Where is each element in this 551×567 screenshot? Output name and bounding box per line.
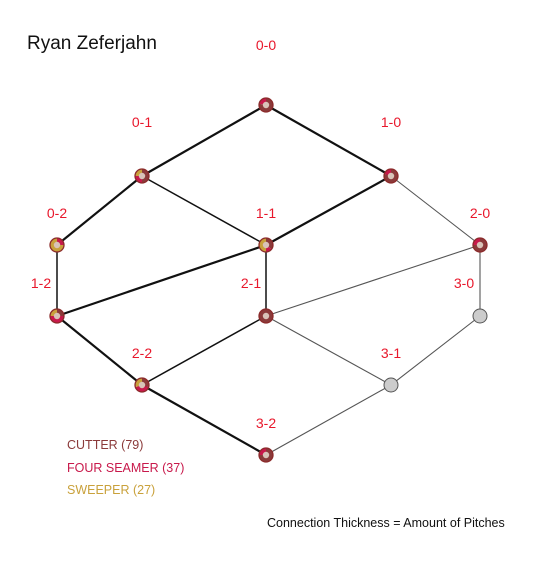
connection-0-0-to-0-1 bbox=[141, 104, 267, 177]
connection-1-1-to-1-2 bbox=[56, 243, 267, 318]
pitch-legend: CUTTER (79) FOUR SEAMER (37) SWEEPER (27… bbox=[67, 434, 184, 502]
count-node-0-2 bbox=[49, 237, 65, 253]
count-label-0-0: 0-0 bbox=[256, 37, 276, 53]
connection-2-1-to-2-2 bbox=[141, 315, 267, 386]
connection-layer bbox=[56, 104, 481, 456]
count-node-0-1 bbox=[134, 168, 150, 184]
count-node-2-2 bbox=[134, 377, 150, 393]
legend-item-four-seamer: FOUR SEAMER (37) bbox=[67, 460, 185, 475]
connection-0-1-to-1-1 bbox=[141, 175, 267, 246]
connection-0-1-to-0-2 bbox=[56, 175, 143, 246]
node-layer bbox=[49, 97, 488, 463]
connection-1-2-to-2-2 bbox=[56, 315, 143, 386]
pitcher-name-title: Ryan Zeferjahn bbox=[27, 33, 157, 54]
count-label-2-0: 2-0 bbox=[470, 205, 490, 221]
count-node-1-1 bbox=[258, 237, 274, 253]
connection-2-0-to-2-1 bbox=[265, 244, 481, 317]
connection-3-0-to-3-1 bbox=[390, 315, 481, 386]
count-label-2-1: 2-1 bbox=[241, 275, 261, 291]
count-label-2-2: 2-2 bbox=[132, 345, 152, 361]
count-node-2-0 bbox=[472, 237, 488, 253]
legend-item-sweeper: SWEEPER (27) bbox=[67, 483, 156, 497]
count-node-1-2 bbox=[49, 308, 65, 324]
connection-1-0-to-1-1 bbox=[265, 175, 392, 246]
count-label-3-2: 3-2 bbox=[256, 415, 276, 431]
connection-3-1-to-3-2 bbox=[265, 384, 392, 456]
connection-thickness-note: Connection Thickness = Amount of Pitches bbox=[267, 516, 505, 530]
count-node-1-0 bbox=[383, 168, 399, 184]
legend-item-cutter: CUTTER (79) bbox=[67, 438, 144, 452]
count-label-layer: 0-0 0-1 1-0 0-2 1-1 2-0 1-2 2-1 3-0 2-2 3-1 3-2 bbox=[31, 37, 490, 431]
count-label-3-1: 3-1 bbox=[381, 345, 401, 361]
count-label-1-1: 1-1 bbox=[256, 205, 276, 221]
count-label-3-0: 3-0 bbox=[454, 275, 474, 291]
count-label-1-0: 1-0 bbox=[381, 114, 401, 130]
connection-1-0-to-2-0 bbox=[390, 175, 481, 246]
connection-0-0-to-1-0 bbox=[265, 104, 392, 177]
count-label-0-1: 0-1 bbox=[132, 114, 152, 130]
connection-2-2-to-3-2 bbox=[141, 384, 267, 456]
count-node-3-1 bbox=[383, 377, 399, 393]
count-node-0-0 bbox=[258, 97, 274, 113]
count-label-0-2: 0-2 bbox=[47, 205, 67, 221]
count-node-2-1 bbox=[258, 308, 274, 324]
count-label-1-2: 1-2 bbox=[31, 275, 51, 291]
count-node-3-2 bbox=[258, 447, 274, 463]
connection-2-1-to-3-1 bbox=[265, 315, 392, 386]
count-node-3-0 bbox=[472, 308, 488, 324]
